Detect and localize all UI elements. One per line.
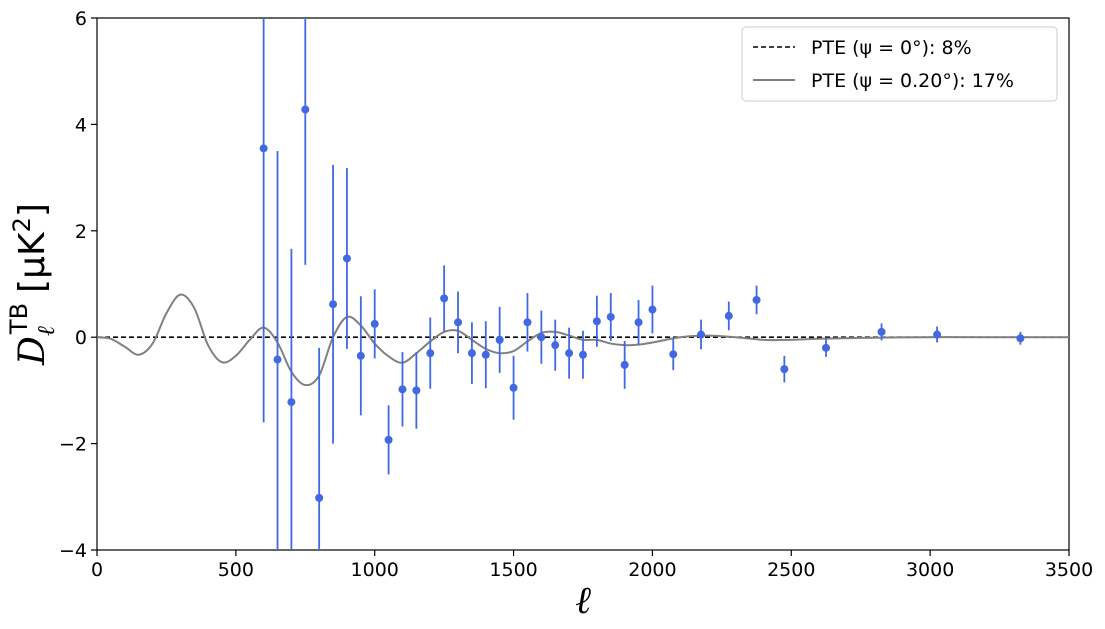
plot-frame xyxy=(96,17,1070,551)
data-point xyxy=(620,360,629,369)
y-tick-label: 4 xyxy=(75,114,87,136)
x-tick-label: 0 xyxy=(91,559,103,581)
x-tick-label: 2500 xyxy=(767,559,815,581)
x-axis-ticks: 0 500 1000 1500 2000 2500 3000 3500 xyxy=(91,550,1093,581)
data-point xyxy=(752,295,761,304)
data-point xyxy=(697,330,706,339)
y-tick-label: 6 xyxy=(75,8,87,30)
x-tick-label: 3500 xyxy=(1045,559,1093,581)
data-point xyxy=(509,383,518,392)
data-point xyxy=(287,398,296,407)
data-point xyxy=(592,317,601,326)
data-point xyxy=(780,365,789,374)
data-point xyxy=(648,305,657,314)
data-point xyxy=(537,333,546,342)
data-point xyxy=(606,312,615,321)
data-point xyxy=(551,341,560,350)
y-axis-label-close: ] xyxy=(12,203,53,217)
data-point xyxy=(724,311,733,320)
y-tick-label: −4 xyxy=(59,540,87,562)
model-curve-layer xyxy=(96,293,1069,387)
data-point xyxy=(634,318,643,327)
data-point xyxy=(426,349,435,358)
legend: PTE (ψ = 0°): 8% PTE (ψ = 0.20°): 17% xyxy=(741,26,1058,102)
data-point xyxy=(356,351,365,360)
legend-entry-zero: PTE (ψ = 0°): 8% xyxy=(811,37,972,59)
x-tick-label: 2000 xyxy=(628,559,676,581)
x-tick-label: 1000 xyxy=(351,559,399,581)
data-point xyxy=(273,355,282,364)
data-point xyxy=(1016,334,1025,343)
data-point xyxy=(933,330,942,339)
data-point xyxy=(370,319,379,328)
data-point xyxy=(579,350,587,359)
y-axis-label-unit-sup: 2 xyxy=(8,217,36,232)
x-tick-label: 500 xyxy=(218,559,254,581)
data-point xyxy=(495,335,504,344)
y-axis-label-sub: ℓ xyxy=(32,326,60,336)
data-point xyxy=(481,350,490,359)
y-tick-label: −2 xyxy=(59,434,87,456)
y-axis-label-sup: TB xyxy=(5,303,33,335)
plot-area xyxy=(96,17,1070,551)
data-point xyxy=(467,349,476,358)
y-tick-label: 2 xyxy=(75,221,87,243)
data-point xyxy=(669,350,678,359)
y-axis-label-unit: [μK xyxy=(12,231,53,293)
data-point xyxy=(259,144,268,153)
legend-box xyxy=(741,26,1058,102)
legend-entry-rotated: PTE (ψ = 0.20°): 17% xyxy=(811,70,1014,92)
svg-text:DℓTB[μK2]: DℓTB [μK2] xyxy=(5,203,60,366)
rotated-model-curve xyxy=(96,293,1069,387)
x-axis-label: ℓ xyxy=(575,578,591,622)
data-point xyxy=(440,294,449,303)
data-point xyxy=(384,435,393,444)
y-axis-ticks: −4 −2 0 2 4 6 xyxy=(59,8,97,562)
data-point xyxy=(877,327,886,336)
y-axis-label: DℓTB [μK2] xyxy=(5,203,60,366)
data-point xyxy=(523,318,532,327)
x-tick-label: 3000 xyxy=(906,559,954,581)
points-layer xyxy=(259,18,1025,550)
data-point xyxy=(822,343,830,352)
data-point xyxy=(565,349,574,358)
data-point xyxy=(315,493,324,502)
data-point xyxy=(454,318,463,327)
data-point xyxy=(301,105,310,114)
data-point xyxy=(329,300,338,309)
data-point xyxy=(398,385,407,394)
x-tick-label: 1500 xyxy=(489,559,537,581)
y-axis-label-main: D xyxy=(12,336,53,366)
data-point xyxy=(412,386,421,395)
y-tick-label: 0 xyxy=(75,327,87,349)
data-point xyxy=(342,254,351,263)
